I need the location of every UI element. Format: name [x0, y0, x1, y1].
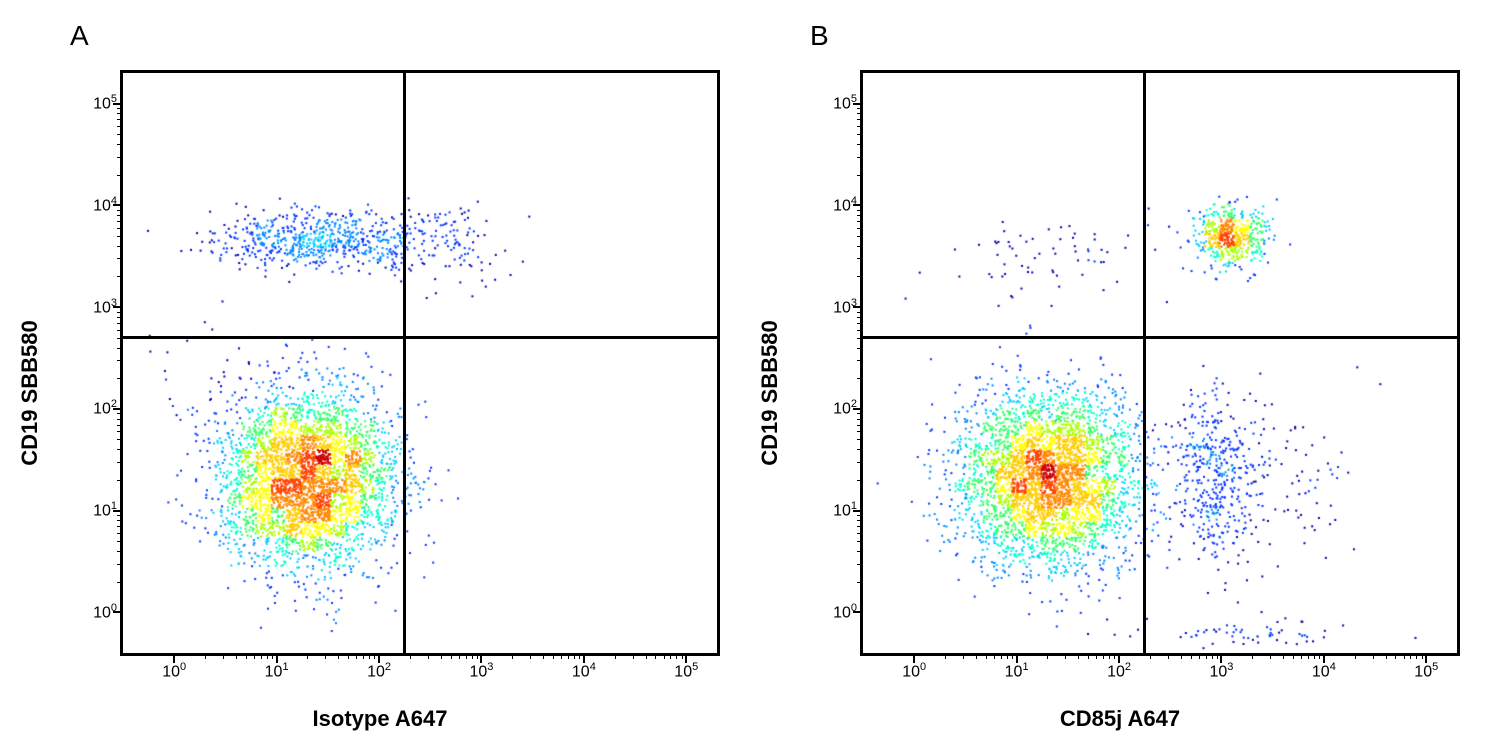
- y-tick-label: 103: [813, 297, 857, 317]
- y-tick-label: 102: [73, 399, 117, 419]
- plot-wrap-A: CD19 SBB580 1001011021031041051001011021…: [30, 60, 730, 726]
- y-tick-label: 101: [813, 500, 857, 520]
- quadrant-line-h: [123, 336, 717, 339]
- x-tick-label: 100: [902, 661, 926, 681]
- y-axis-label: CD19 SBB580: [757, 320, 783, 466]
- scatter-canvas-A: [123, 73, 717, 653]
- quadrant-line-h: [863, 336, 1457, 339]
- x-tick-label: 105: [674, 661, 698, 681]
- panel-B: B CD19 SBB580 10010110210310410510010110…: [770, 20, 1470, 726]
- scatter-canvas-B: [863, 73, 1457, 653]
- y-tick-label: 104: [73, 195, 117, 215]
- plot-box-B: 100101102103104105100101102103104105: [860, 70, 1460, 656]
- quadrant-line-v: [403, 73, 406, 653]
- x-tick-label: 102: [367, 661, 391, 681]
- quadrant-line-v: [1143, 73, 1146, 653]
- y-tick-label: 104: [813, 195, 857, 215]
- x-tick-label: 104: [1312, 661, 1336, 681]
- panel-A: A CD19 SBB580 10010110210310410510010110…: [30, 20, 730, 726]
- y-tick-label: 103: [73, 297, 117, 317]
- y-tick-label: 102: [813, 399, 857, 419]
- x-tick-label: 103: [1209, 661, 1233, 681]
- plot-wrap-B: CD19 SBB580 1001011021031041051001011021…: [770, 60, 1470, 726]
- panel-letter: A: [70, 20, 89, 52]
- panel-letter: B: [810, 20, 829, 52]
- figure-root: A CD19 SBB580 10010110210310410510010110…: [0, 0, 1500, 746]
- x-tick-label: 101: [1005, 661, 1029, 681]
- y-tick-label: 105: [813, 93, 857, 113]
- x-axis-label: CD85j A647: [1060, 706, 1180, 732]
- x-tick-label: 100: [162, 661, 186, 681]
- x-axis-label: Isotype A647: [313, 706, 448, 732]
- plot-box-A: 100101102103104105100101102103104105: [120, 70, 720, 656]
- y-axis-label: CD19 SBB580: [17, 320, 43, 466]
- x-tick-label: 105: [1414, 661, 1438, 681]
- y-tick-label: 105: [73, 93, 117, 113]
- x-tick-label: 104: [572, 661, 596, 681]
- y-tick-label: 101: [73, 500, 117, 520]
- x-tick-label: 103: [469, 661, 493, 681]
- y-tick-label: 100: [813, 602, 857, 622]
- x-tick-label: 102: [1107, 661, 1131, 681]
- x-tick-label: 101: [265, 661, 289, 681]
- y-tick-label: 100: [73, 602, 117, 622]
